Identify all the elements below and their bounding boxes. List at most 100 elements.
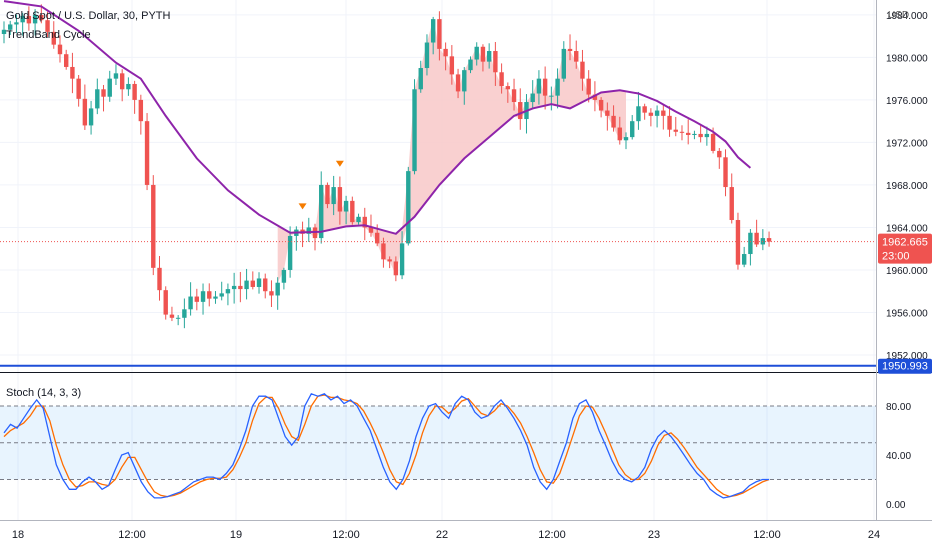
candle-down (455, 74, 461, 92)
candle-up (213, 296, 218, 299)
candle-down (605, 110, 610, 116)
candle-up (8, 24, 13, 30)
candle-down (574, 51, 579, 62)
candle-up (748, 232, 753, 255)
candle-down (163, 290, 168, 315)
candle-down (76, 78, 81, 99)
candle-up (225, 289, 231, 294)
stoch-pane (0, 372, 932, 499)
trend-line (3, 0, 752, 235)
candle-down (567, 48, 573, 52)
price-tick-label: 1972.000 (886, 138, 928, 149)
symbol-title[interactable]: Gold Spot / U.S. Dollar, 30, PYTH (6, 10, 171, 22)
price-tick-label: 1984.000 (886, 11, 928, 22)
candle-up (399, 243, 405, 276)
time-tick-label: 12:00 (538, 529, 566, 541)
candle-up (14, 22, 19, 25)
candle-down (325, 184, 330, 205)
candle-up (182, 309, 187, 318)
candle-up (188, 296, 193, 310)
candle-down (207, 291, 212, 299)
candle-down (698, 133, 703, 138)
candle-down (368, 227, 374, 233)
candle-up (231, 285, 237, 290)
candle-down (598, 99, 604, 111)
candle-down (82, 98, 88, 126)
horizontal-line-tag[interactable] (878, 358, 932, 374)
candle-up (281, 269, 287, 283)
signal-markers (298, 160, 344, 210)
candle-down (480, 46, 486, 62)
price-tick-label: 1980.000 (886, 53, 928, 64)
candle-down (70, 66, 75, 79)
candle-up (636, 106, 641, 122)
candle-down (449, 56, 455, 75)
price-tick-label: 1956.000 (886, 308, 928, 319)
candle-down (766, 238, 772, 242)
stoch-k-line (3, 392, 770, 499)
current-price-tag[interactable] (878, 233, 932, 264)
candle-up (623, 137, 629, 141)
time-tick-label: 12:00 (753, 529, 781, 541)
candle-down (393, 261, 399, 276)
trend-band-area (402, 19, 626, 244)
candle-down (337, 187, 343, 212)
candle-down (238, 285, 243, 290)
stoch-label[interactable]: Stoch (14, 3, 3) (6, 387, 82, 399)
time-tick-label: 24 (868, 529, 880, 541)
candle-down (157, 267, 162, 291)
candle-up (549, 95, 554, 97)
candle-down (144, 121, 150, 185)
candle-up (741, 254, 747, 265)
candle-down (39, 14, 44, 21)
candle-down (132, 83, 137, 100)
candle-down (611, 115, 616, 128)
candle-up (474, 46, 479, 60)
candle-up (530, 93, 535, 103)
time-tick-label: 23 (648, 529, 660, 541)
candle-down (493, 51, 498, 73)
time-tick-label: 12:00 (332, 529, 360, 541)
candle-down (51, 31, 56, 45)
candle-down (642, 106, 647, 113)
candle-up (343, 200, 349, 212)
candle-up (256, 278, 262, 287)
candle-up (32, 14, 38, 24)
candle-down (717, 150, 722, 158)
candle-down (505, 86, 511, 90)
candle-down (511, 89, 517, 103)
candle-down (263, 278, 268, 292)
candle-down (499, 72, 504, 87)
candle-down (723, 157, 728, 188)
candle-up (244, 280, 249, 290)
candle-up (219, 293, 224, 297)
candle-up (175, 317, 181, 319)
trend-line-layer (3, 0, 752, 235)
candle-up (406, 171, 411, 244)
stoch-tick-label: 0.00 (886, 500, 906, 511)
candle-down (57, 44, 63, 55)
candle-down (580, 61, 585, 79)
candle-down (592, 94, 598, 100)
candle-down (26, 15, 32, 24)
signal-marker (298, 203, 307, 210)
candle-up (1, 29, 7, 35)
candle-down (754, 232, 759, 245)
candle-up (630, 121, 635, 138)
time-tick-label: 19 (230, 529, 242, 541)
candle-up (107, 78, 112, 97)
candle-up (356, 216, 361, 223)
price-tick-label: 1976.000 (886, 96, 928, 107)
candle-up (126, 83, 131, 90)
candle-down (119, 73, 125, 90)
candle-down (710, 133, 716, 151)
candle-down (362, 216, 367, 228)
indicator-name[interactable]: TrendBand Cycle (6, 29, 91, 41)
candle-down (387, 259, 392, 262)
candle-up (430, 19, 436, 43)
time-tick-label: 18 (12, 529, 24, 541)
price-tick-label: 1960.000 (886, 266, 928, 277)
candle-down (729, 187, 734, 221)
